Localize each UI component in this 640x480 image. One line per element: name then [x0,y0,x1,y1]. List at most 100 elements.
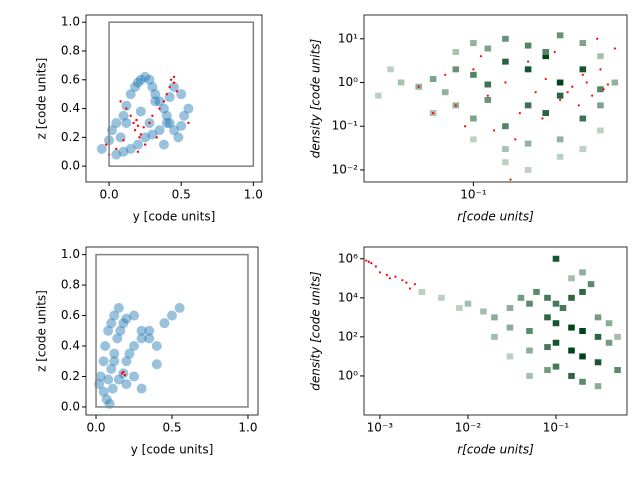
particle [370,261,373,265]
density-point [158,139,169,150]
density-point [174,302,185,313]
hist-cell [544,314,551,321]
particle [120,372,124,375]
x-tick-label: 10⁻³ [367,421,394,435]
y-axis-label: z [code units] [35,290,49,372]
y-tick-label: 10⁴ [338,290,358,304]
density-point [113,374,124,385]
hist-cell [544,367,551,374]
plot-area [96,71,194,160]
subplot: 0.0 0.5 1.0 0.0 0.2 0.4 0.6 0.8 1.0 y [code units… [35,14,263,224]
particle [367,260,370,263]
hist-cell [470,71,477,78]
hist-cell [397,79,405,86]
particle [378,271,381,274]
hist-cell [524,66,532,73]
hist-cell [579,328,586,334]
density-point [176,120,187,131]
density-point [136,383,147,394]
hist-cell [441,89,449,96]
particle [408,287,412,290]
density-point [129,371,140,382]
hist-cell [526,372,533,379]
density-point [111,149,122,160]
particle [591,94,594,97]
density-point [154,96,165,107]
density-point [101,394,112,405]
hist-cell [502,35,509,42]
y-tick-label: 1.0 [61,15,80,29]
hist-cell [544,294,551,301]
particle [518,111,521,115]
hist-cell [579,353,586,360]
hist-cell [502,123,509,130]
hist-cell [568,324,575,331]
hist-cell [470,40,477,47]
y-tick-label: 0.0 [61,399,80,413]
particle [115,147,118,151]
density-point [109,356,120,367]
density-point [106,363,117,374]
density-point [151,359,162,370]
particle [129,114,132,117]
density-point [147,129,158,140]
particle [122,139,125,142]
axes-frame [363,246,628,416]
density-point [136,333,147,344]
particle [486,94,489,97]
hist-cell [552,339,560,346]
hist-cell [524,102,532,109]
particle [577,104,580,107]
hist-cell [375,92,382,99]
particle [431,111,435,115]
hist-cell [597,53,604,60]
y-tick-label: 10⁰ [338,368,358,382]
density-point [169,81,179,92]
x-tick-label: 0.0 [86,421,105,435]
density-point [179,110,190,121]
hist-cell [544,344,551,351]
density-point [118,110,129,121]
density-point [109,310,120,321]
particle [125,107,128,110]
density-point [147,81,158,92]
density-point [161,110,172,121]
hist-cell [470,115,477,122]
hist-cell [502,159,509,166]
plot-area [94,302,185,409]
hist-cell [484,96,492,103]
particle [394,275,397,278]
density-point [121,117,132,128]
hist-cell [502,146,509,153]
density-point [140,71,151,82]
x-axis-label: y [code units] [131,443,214,457]
density-point [125,143,136,154]
hist-cell [587,281,595,288]
hist-cell [526,300,533,307]
hist-cell [517,294,525,301]
hist-cell [524,42,532,49]
density-point [140,132,151,143]
density-point [121,379,132,390]
hist-cell [559,305,567,312]
particle [155,136,158,139]
density-point [112,333,123,344]
density-point [151,341,162,352]
y-tick-label: 0.8 [61,278,80,292]
density-point [96,143,107,154]
hist-cell [480,308,487,315]
density-point [109,348,120,359]
hist-cell [526,328,533,334]
particle [374,265,377,268]
hist-cell [605,339,613,346]
density-point [135,74,146,85]
particle [142,126,145,129]
hist-cell [464,300,472,307]
density-point [161,117,172,128]
particle [566,91,569,94]
density-point [130,81,141,92]
density-point [159,318,170,329]
particle [541,117,544,120]
hist-cell [594,383,602,390]
hist-cell [526,347,533,354]
